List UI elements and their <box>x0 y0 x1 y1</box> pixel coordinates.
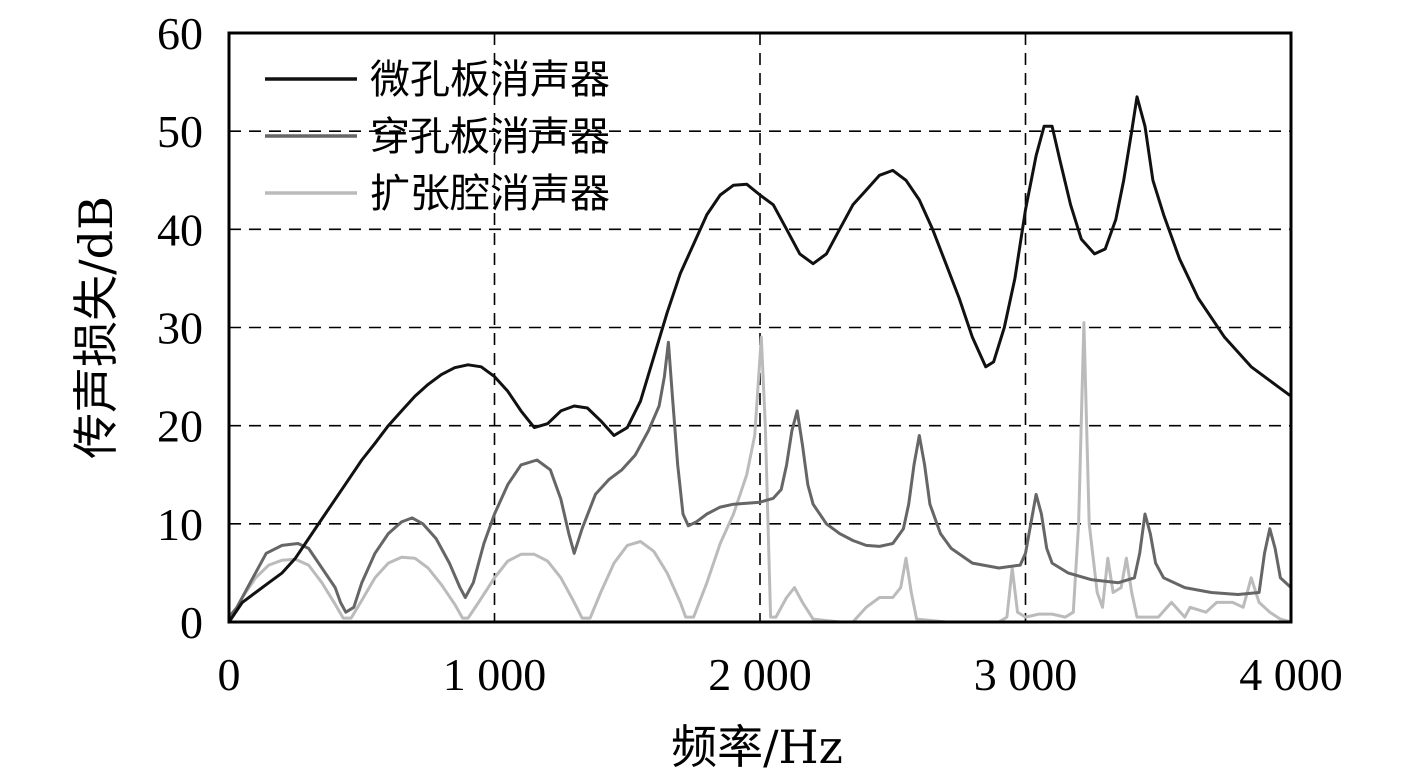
series-line <box>227 321 1293 624</box>
y-tick-label: 30 <box>157 303 203 354</box>
y-tick-label: 40 <box>157 204 203 255</box>
series-lines <box>227 95 1293 624</box>
y-tick-label: 50 <box>157 106 203 157</box>
y-axis-title: 传声损失/dB <box>69 196 123 459</box>
legend-label: 穿孔板消声器 <box>370 114 610 160</box>
x-tick-label: 0 <box>218 649 241 700</box>
plot-frame <box>227 31 1293 624</box>
series-line <box>227 340 1293 619</box>
x-tick-label: 2 000 <box>708 649 812 700</box>
x-tick-label: 1 000 <box>443 649 547 700</box>
legend-label: 微孔板消声器 <box>370 57 610 103</box>
x-axis-title: 频率/Hz <box>671 720 843 774</box>
tick-labels: 0 1 000 2 000 3 000 4 000 0 10 20 30 40 50 60 <box>157 8 1343 700</box>
y-tick-label: 20 <box>157 401 203 452</box>
grid-lines <box>229 33 1291 622</box>
y-tick-label: 60 <box>157 8 203 59</box>
x-tick-label: 4 000 <box>1239 649 1343 700</box>
y-tick-label: 10 <box>157 499 203 550</box>
y-tick-label: 0 <box>180 597 203 648</box>
series-line <box>227 95 1293 624</box>
legend-label: 扩张腔消声器 <box>370 171 610 217</box>
x-tick-label: 3 000 <box>974 649 1078 700</box>
